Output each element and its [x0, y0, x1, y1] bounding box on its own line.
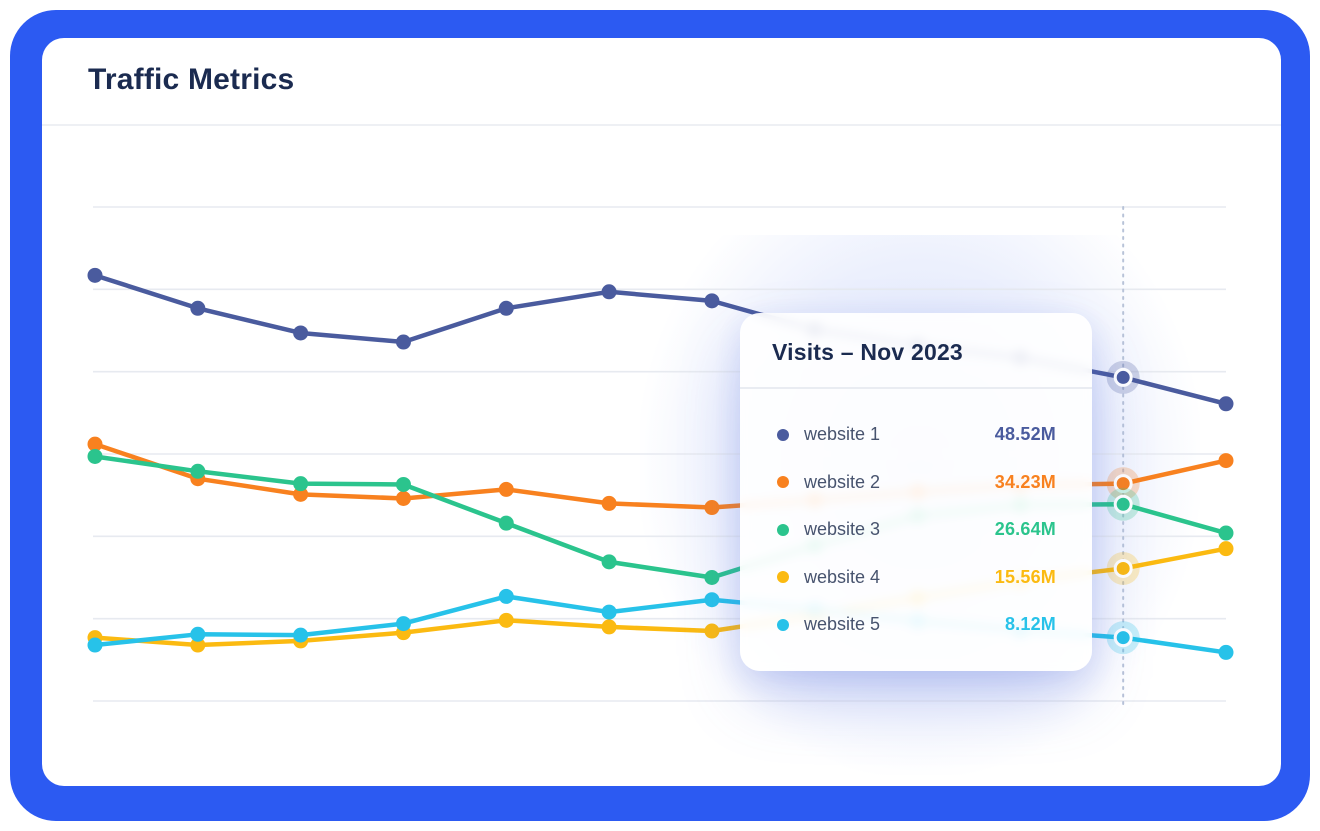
series-color-dot-icon: [777, 618, 789, 631]
data-point: [1218, 541, 1234, 557]
data-point: [87, 436, 103, 452]
data-point: [601, 495, 617, 511]
tooltip-row-value: 34.23M: [994, 471, 1056, 492]
data-point: [1218, 453, 1234, 469]
data-point: [190, 637, 206, 653]
tooltip-divider: [740, 387, 1092, 389]
card-header: Traffic Metrics: [42, 38, 1281, 126]
hover-data-point: [1113, 367, 1133, 387]
chart-tooltip: Visits – Nov 2023 website 1 48.52M website…: [740, 313, 1092, 671]
data-point: [498, 612, 514, 628]
data-point: [293, 627, 309, 643]
data-point: [395, 476, 411, 492]
tooltip-row: website 2 34.23M: [772, 459, 1056, 507]
data-point: [601, 554, 617, 570]
data-point: [704, 500, 720, 516]
tooltip-row: website 4 15.56M: [772, 554, 1056, 602]
data-point: [704, 293, 720, 309]
tooltip-row-label: website 3: [804, 519, 881, 540]
hover-data-point: [1113, 558, 1133, 578]
tooltip-row-value: 8.12M: [1004, 614, 1056, 635]
data-point: [498, 515, 514, 531]
data-point: [190, 626, 206, 642]
hover-data-point: [1113, 628, 1133, 648]
data-point: [395, 616, 411, 632]
tooltip-row: website 1 48.52M: [772, 411, 1056, 459]
tooltip-row-value: 48.52M: [994, 424, 1056, 445]
tooltip-row-label: website 4: [804, 566, 881, 587]
data-point: [293, 476, 309, 492]
data-point: [601, 604, 617, 620]
data-point: [395, 334, 411, 350]
data-point: [498, 588, 514, 604]
data-point: [704, 592, 720, 608]
data-point: [395, 490, 411, 506]
tooltip-row-label: website 1: [804, 424, 881, 445]
series-color-dot-icon: [777, 571, 789, 584]
data-point: [498, 300, 514, 316]
data-point: [293, 486, 309, 502]
data-point: [293, 325, 309, 341]
data-point: [1218, 525, 1234, 541]
tooltip-rows: website 1 48.52M website 2 34.23M website 3 2…: [740, 389, 1092, 649]
data-point: [87, 448, 103, 464]
tooltip-title: Visits – Nov 2023: [772, 339, 963, 365]
series-color-dot-icon: [777, 523, 789, 536]
data-point: [601, 619, 617, 635]
hover-data-point: [1113, 494, 1133, 514]
series-color-dot-icon: [777, 428, 789, 441]
data-point: [190, 300, 206, 316]
tooltip-row: website 5 8.12M: [772, 601, 1056, 649]
data-point: [704, 570, 720, 585]
header-divider: [42, 124, 1281, 126]
tooltip-row: website 3 26.64M: [772, 506, 1056, 554]
series-color-dot-icon: [777, 476, 789, 489]
tooltip-row-value: 15.56M: [994, 566, 1056, 587]
data-point: [190, 463, 206, 479]
page-title: Traffic Metrics: [88, 63, 295, 96]
data-point: [601, 284, 617, 300]
tooltip-row-value: 26.64M: [994, 519, 1056, 540]
data-point: [1218, 644, 1234, 660]
data-point: [87, 267, 103, 283]
hover-data-point: [1113, 474, 1133, 494]
data-point: [87, 637, 103, 653]
data-point: [704, 623, 720, 639]
data-point: [498, 481, 514, 497]
data-point: [1218, 396, 1234, 412]
tooltip-row-label: website 2: [804, 471, 881, 492]
tooltip-row-label: website 5: [804, 614, 881, 635]
